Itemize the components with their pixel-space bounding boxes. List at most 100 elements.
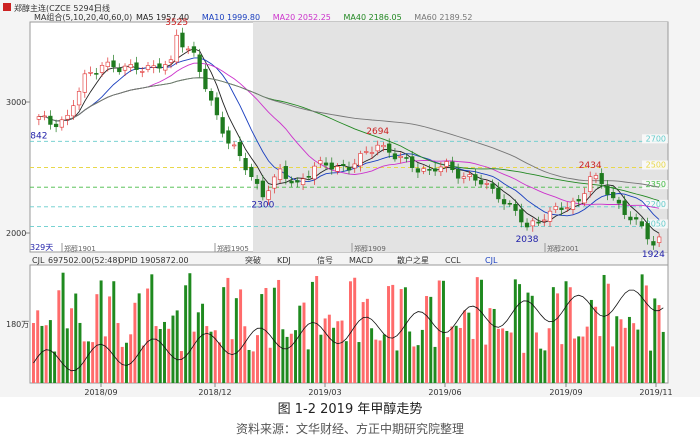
price-annotation: 2694 — [366, 127, 389, 137]
contract-marker: 郑醇1909 — [354, 244, 386, 253]
candle-body — [76, 91, 82, 106]
volume-bar — [222, 287, 226, 383]
candle-body — [501, 199, 507, 205]
candle-body — [496, 187, 501, 200]
volume-bar — [344, 341, 348, 383]
price-annotation: 842 — [30, 131, 47, 141]
volume-bar — [657, 305, 661, 383]
volume-bar — [86, 341, 90, 383]
volume-bar — [332, 327, 336, 383]
volume-bar — [534, 332, 538, 383]
candle-body — [71, 105, 76, 117]
candle-body — [323, 162, 329, 166]
candle-body — [473, 174, 478, 181]
candle-body — [588, 176, 593, 192]
volume-bar — [501, 328, 505, 383]
indicator-tab[interactable]: MACD — [349, 256, 373, 265]
volume-bar — [48, 320, 52, 383]
volume-bar — [661, 331, 665, 383]
volume-bar — [268, 347, 272, 383]
volume-bar — [70, 308, 73, 383]
indicator-tab[interactable]: CCL — [445, 256, 461, 265]
volume-bar — [623, 327, 627, 383]
volume-bar — [374, 339, 378, 383]
candle-body — [260, 180, 265, 198]
candle-body — [433, 168, 438, 172]
candle-body — [151, 65, 156, 68]
volume-bar — [382, 334, 386, 383]
candle-body — [277, 168, 283, 180]
candle-body — [651, 241, 656, 246]
volume-bar — [95, 294, 99, 383]
volume-bar — [644, 285, 648, 383]
volume-bar — [564, 281, 568, 383]
volume-bar — [302, 302, 306, 383]
candle-body — [300, 178, 306, 185]
volume-bar — [370, 328, 374, 383]
volume-bar — [636, 329, 640, 383]
candle-body — [352, 163, 357, 169]
indicator-tab[interactable]: CJL — [485, 256, 498, 265]
indicator-tab[interactable]: 散户之星 — [397, 255, 429, 265]
volume-bar — [463, 310, 467, 383]
candle-body — [168, 59, 174, 63]
volume-bar — [315, 276, 319, 383]
volume-readout: 697502.00(52:48) — [48, 256, 121, 265]
candle-body — [565, 207, 570, 209]
candle-body — [117, 67, 122, 73]
reference-label-bg — [642, 199, 668, 209]
volume-bar — [36, 310, 40, 383]
candle-body — [243, 158, 248, 171]
volume-bar — [568, 287, 572, 383]
figure-source: 资料来源：文华财经、方正中期研究院整理 — [235, 422, 464, 436]
volume-bar — [230, 339, 234, 383]
volume-bar — [543, 350, 547, 383]
volume-bar — [450, 326, 454, 383]
volume-bar — [365, 298, 369, 383]
ma-group-label: MA组合(5,10,20,40,60,0) — [34, 12, 132, 22]
volume-bar — [560, 344, 564, 383]
candle-body — [105, 61, 110, 67]
volume-bar — [446, 337, 450, 383]
volume-bar — [577, 336, 581, 383]
time-label: 2019/09 — [549, 388, 582, 397]
candle-body — [214, 97, 220, 116]
indicator-tab[interactable]: 突破 — [245, 255, 261, 265]
volume-bar — [306, 349, 310, 383]
volume-bar — [103, 336, 107, 383]
reference-label-bg — [642, 160, 668, 170]
volume-bar — [619, 319, 623, 383]
volume-bar — [340, 320, 344, 383]
volume-bar — [112, 281, 116, 383]
volume-bar — [556, 293, 560, 383]
candle-body — [634, 217, 639, 220]
candle-body — [415, 168, 421, 173]
time-label: 2018/12 — [198, 388, 231, 397]
candle-body — [622, 200, 627, 215]
volume-bar — [391, 284, 395, 383]
volume-bar — [285, 336, 289, 383]
candle-body — [145, 65, 151, 70]
indicator-tab[interactable]: KDJ — [277, 256, 291, 265]
candle-body — [99, 65, 105, 73]
volume-bar — [353, 277, 357, 383]
volume-bar — [78, 322, 82, 383]
volume-bar — [399, 289, 403, 383]
ma-legend-item: MA5 1957.40 — [136, 13, 189, 22]
candle-body — [593, 175, 599, 180]
reference-label: 2050 — [646, 219, 666, 228]
candle-body — [375, 144, 380, 152]
candle-body — [461, 176, 467, 179]
window-header: 郑醇主连(CZCE 5294) 日线 MA组合(5,10,20,40,60,0)… — [3, 3, 472, 22]
volume-bar — [323, 318, 327, 383]
price-annotation: 1924 — [642, 250, 665, 260]
volume-bar — [184, 285, 188, 383]
volume-bar — [378, 340, 382, 383]
volume-bar — [458, 327, 462, 383]
volume-bar — [412, 346, 416, 383]
candle-body — [478, 180, 484, 185]
period-label[interactable]: 日线 — [94, 3, 110, 13]
price-annotations: 842 3525 2300 2694 2038 2434 1924 — [30, 18, 665, 260]
volume-bar — [606, 283, 610, 383]
indicator-tab[interactable]: 信号 — [317, 255, 333, 265]
